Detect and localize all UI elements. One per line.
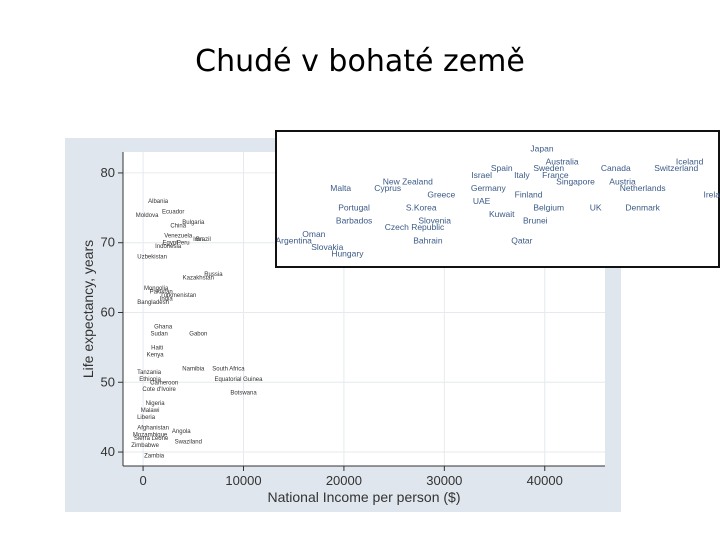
data-point-label: China (170, 223, 186, 229)
inset-point-label: Bahrain (413, 235, 443, 245)
inset-point-label: Hungary (331, 248, 364, 258)
inset-point-label: Austria (609, 176, 636, 186)
inset-point-label: Cyprus (374, 183, 401, 193)
inset-point-label: Netherlands (620, 183, 666, 193)
data-point-label: Iran (193, 237, 203, 243)
inset-point-label: UAE (473, 196, 491, 206)
data-point-label: Kenya (147, 352, 165, 358)
inset-point-label: Japan (530, 144, 553, 154)
data-point-label: Peru (177, 241, 190, 247)
data-point-label: Gabon (189, 331, 207, 337)
inset-point-label: Oman (302, 229, 325, 239)
zoom-inset: Japan Australia Iceland Spain Sweden Canada Sw… (275, 130, 720, 268)
data-point-label: Bulgaria (182, 220, 205, 226)
data-point-label: Uzbekistan (137, 255, 167, 261)
data-point-label: Kazakhstan (183, 276, 214, 282)
data-point-label: Liberia (137, 415, 156, 421)
inset-point-label: New Zealand (383, 176, 433, 186)
x-tick-label: 0 (139, 473, 146, 488)
data-point-label: Cote d'Ivoire (142, 387, 176, 393)
y-tick-label: 80 (101, 165, 115, 180)
data-point-label: Sierra Leone (134, 436, 169, 442)
inset-point-label: Brunei (523, 216, 548, 226)
data-point-label: Swaziland (175, 440, 202, 446)
data-point-label: Mongolia (144, 286, 169, 292)
x-axis-title: National Income per person ($) (268, 489, 461, 505)
data-point-label: Moldova (136, 213, 159, 219)
data-point-label: Pakistan (150, 290, 173, 296)
data-point-label: Turkmenistan (160, 293, 196, 299)
inset-point-label: Switzerland (654, 163, 698, 173)
inset-point-label: Iceland (676, 157, 704, 167)
y-axis-title: Life expectancy, years (80, 240, 96, 378)
inset-point-label: Ireland (703, 189, 720, 199)
data-point-label: Ethiopia (139, 377, 161, 383)
inset-point-label: Greece (427, 189, 455, 199)
inset-point-label: Spain (491, 163, 513, 173)
data-point-label: Cameroon (150, 380, 178, 386)
inset-point-label: Kuwait (489, 209, 515, 219)
data-point-label: Zambia (144, 454, 165, 460)
inset-point-label: Slovakia (311, 242, 343, 252)
inset-point-label: S.Korea (406, 203, 437, 213)
y-tick-label: 40 (101, 444, 115, 459)
inset-point-label: Portugal (338, 203, 370, 213)
data-point-label: Sudan (150, 331, 167, 337)
inset-point-label: Canada (601, 163, 631, 173)
data-point-label: Russia (204, 272, 223, 278)
data-point-label: Afghanistan (137, 426, 169, 432)
inset-point-label: Malta (330, 183, 351, 193)
x-tick-label: 30000 (426, 473, 462, 488)
data-point-label: South Africa (212, 366, 245, 372)
y-tick-label: 70 (101, 235, 115, 250)
data-point-label: Haiti (151, 345, 163, 351)
data-point-label: Botswana (230, 391, 257, 397)
inset-point-label: Finland (515, 189, 543, 199)
data-point-label: Egypt (163, 241, 179, 247)
inset-point-label: Qatar (511, 235, 532, 245)
data-point-label: Indonesia (155, 244, 182, 250)
data-point-label: Brazil (196, 237, 211, 243)
inset-point-label: Germany (471, 183, 507, 193)
data-point-label: Zimbabwe (131, 443, 159, 449)
x-tick-label: 20000 (326, 473, 362, 488)
inset-point-label: Sweden (533, 163, 564, 173)
data-point-label: Angola (172, 429, 191, 435)
slide-title: Chudé v bohaté země (195, 44, 525, 79)
inset-point-label: Israel (471, 170, 492, 180)
data-point-label: Nigeria (146, 401, 166, 407)
data-point-label: Equatorial Guinea (214, 377, 263, 383)
data-point-label: Malawi (141, 408, 160, 414)
y-tick-label: 60 (101, 304, 115, 319)
data-point-label: Albania (148, 199, 169, 205)
inset-point-label: Australia (546, 157, 579, 167)
inset-point-label: Belgium (533, 203, 564, 213)
x-tick-label: 10000 (225, 473, 261, 488)
data-point-label: Ghana (154, 324, 173, 330)
x-tick-label: 40000 (527, 473, 563, 488)
inset-point-label: France (542, 170, 569, 180)
inset-point-label: Czech Republic (385, 222, 445, 232)
inset-point-label: Denmark (625, 203, 660, 213)
zoom-inset-svg: Japan Australia Iceland Spain Sweden Canada Sw… (277, 144, 720, 259)
data-point-label: Bangladesh (137, 300, 169, 306)
inset-point-label: Slovenia (418, 216, 451, 226)
data-point-label: Namibia (182, 366, 205, 372)
y-tick-label: 50 (101, 374, 115, 389)
inset-point-label: UK (590, 203, 602, 213)
data-point-label: India (160, 297, 174, 303)
data-point-label: Mozambique (133, 433, 168, 439)
inset-point-label: Barbados (336, 216, 372, 226)
inset-point-label: Italy (514, 170, 530, 180)
data-point-label: Tanzania (137, 370, 162, 376)
data-point-label: Ecuador (162, 209, 184, 215)
data-point-label: Venezuela (164, 234, 193, 240)
inset-point-label: Argentina (277, 235, 312, 245)
inset-point-label: Singapore (556, 176, 595, 186)
